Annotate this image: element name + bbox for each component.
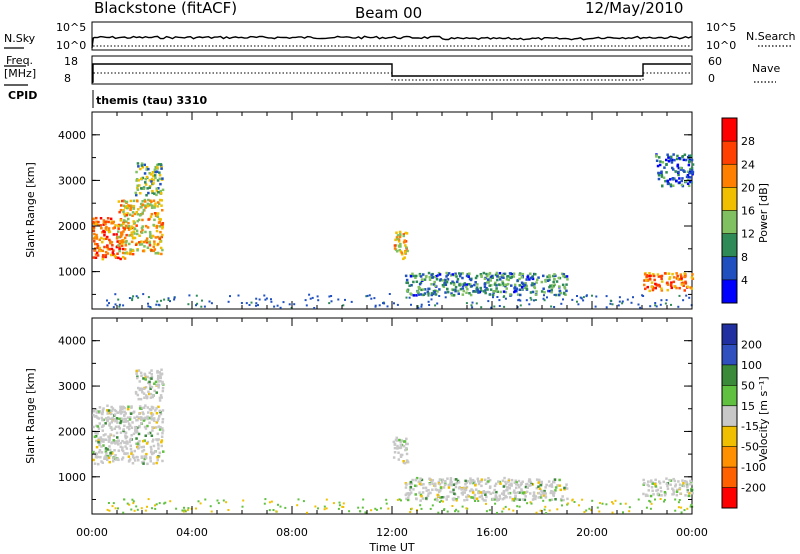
power-panel: 4000 3000 2000 1000 Slant Range [km] 28 24 20… — [24, 111, 770, 310]
cpid-row: CPID themis (tau) 3310 — [4, 84, 208, 108]
freq-left-tick-bottom: 8 — [64, 72, 71, 85]
freq-label-line2: [MHz] — [4, 67, 36, 80]
cpid-program: themis (tau) 3310 — [96, 94, 208, 107]
power-ylabel: Slant Range [km] — [24, 162, 37, 258]
velocity-swatch-7 — [722, 467, 737, 488]
noise-left-tick-top: 10^5 — [56, 21, 86, 34]
velocity-heatmap — [92, 368, 694, 514]
velocity-ytick-1: 3000 — [58, 380, 86, 393]
power-swatch-3 — [722, 187, 737, 211]
velocity-swatch-0 — [722, 324, 737, 345]
velocity-tick-0: 200 — [741, 338, 762, 351]
velocity-ytick-3: 1000 — [58, 471, 86, 484]
velocity-y-axis: 4000 3000 2000 1000 — [58, 335, 692, 500]
xtick-3: 12:00 — [376, 526, 408, 539]
power-region-1 — [117, 198, 165, 256]
x-axis-label: Time UT — [368, 541, 414, 554]
power-ytick-1: 3000 — [58, 174, 86, 187]
power-region-5 — [643, 272, 695, 293]
power-tick-2: 20 — [741, 181, 755, 194]
power-ytick-2: 2000 — [58, 220, 86, 233]
power-tick-3: 16 — [741, 205, 755, 218]
velocity-tick-3: 15 — [741, 400, 755, 413]
date-title: 12/May/2010 — [585, 0, 683, 17]
velocity-swatch-8 — [722, 487, 737, 509]
velocity-colorbar: 200 100 50 15 -15 -50 -100 -200 — [721, 323, 766, 509]
xtick-1: 04:00 — [176, 526, 208, 539]
noise-sky-label: N.Sky — [4, 32, 36, 45]
beam-title: Beam 00 — [355, 4, 422, 22]
velocity-swatch-2 — [722, 364, 737, 386]
velocity-region-2 — [392, 436, 410, 465]
velocity-ytick-0: 4000 — [58, 335, 86, 348]
frequency-panel: Freq. [MHz] 18 8 60 0 Nave — [4, 54, 780, 85]
power-swatch-5 — [722, 233, 737, 258]
noise-sky-trace — [91, 35, 692, 49]
velocity-swatch-6 — [722, 446, 737, 468]
power-swatch-6 — [722, 256, 737, 281]
velocity-ground-scatter — [106, 498, 694, 514]
velocity-tick-4: -15 — [741, 420, 759, 433]
velocity-tick-5: -50 — [741, 441, 759, 454]
power-y-axis: 4000 3000 2000 1000 — [58, 129, 692, 295]
freq-right-tick-top: 60 — [708, 55, 722, 68]
nave-trace — [92, 72, 691, 83]
power-ytick-0: 4000 — [58, 129, 86, 142]
velocity-swatch-4 — [722, 405, 737, 427]
power-heatmap — [92, 153, 695, 309]
freq-left-tick-top: 18 — [64, 55, 78, 68]
power-region-4 — [404, 271, 569, 297]
power-swatch-2 — [722, 164, 737, 188]
noise-panel: N.Sky 10^5 10^0 10^5 10^0 N.Search — [4, 21, 796, 52]
power-ground-scatter — [106, 293, 693, 309]
velocity-panel: 4000 3000 2000 1000 Slant Range [km] 200 100… — [24, 317, 770, 515]
power-colorbar-label: Power [dB] — [757, 183, 770, 243]
power-tick-0: 28 — [741, 135, 755, 148]
velocity-region-1 — [134, 368, 165, 402]
velocity-tick-2: 50 — [741, 379, 755, 392]
power-swatch-0 — [722, 118, 737, 142]
freq-label-line1: Freq. — [6, 54, 33, 67]
xtick-6: 00:00 — [676, 526, 708, 539]
noise-right-tick-top: 10^5 — [706, 21, 736, 34]
power-tick-6: 4 — [741, 274, 748, 287]
power-swatch-7 — [722, 279, 737, 304]
freq-right-tick-bottom: 0 — [708, 72, 715, 85]
cpid-label: CPID — [8, 89, 37, 102]
noise-search-label: N.Search — [746, 30, 796, 43]
velocity-swatch-1 — [722, 344, 737, 366]
xtick-0: 00:00 — [76, 526, 108, 539]
power-region-3 — [393, 230, 409, 261]
xtick-2: 08:00 — [276, 526, 308, 539]
velocity-ylabel: Slant Range [km] — [24, 368, 37, 464]
velocity-tick-1: 100 — [741, 359, 762, 372]
station-title: Blackstone (fitACF) — [94, 0, 237, 17]
power-tick-4: 12 — [741, 228, 755, 241]
noise-right-tick-bottom: 10^0 — [706, 39, 736, 52]
velocity-colorbar-label: Velocity [m s⁻¹] — [757, 376, 770, 461]
power-tick-5: 8 — [741, 251, 748, 264]
nave-label: Nave — [752, 62, 780, 75]
velocity-region-3 — [404, 476, 569, 502]
velocity-swatch-3 — [722, 385, 737, 407]
power-region-2 — [134, 162, 165, 197]
velocity-region-0 — [92, 404, 165, 466]
velocity-swatch-5 — [722, 426, 737, 448]
power-swatch-4 — [722, 210, 737, 235]
velocity-region-4 — [642, 477, 694, 498]
xtick-4: 16:00 — [476, 526, 508, 539]
power-colorbar: 28 24 20 16 12 8 4 — [721, 117, 755, 304]
velocity-tick-6: -100 — [741, 461, 766, 474]
time-x-axis: 00:00 04:00 08:00 12:00 16:00 20:00 00:00 — [76, 112, 708, 539]
xtick-5: 20:00 — [576, 526, 608, 539]
velocity-ytick-2: 2000 — [58, 425, 86, 438]
power-tick-1: 24 — [741, 158, 755, 171]
power-ytick-3: 1000 — [58, 266, 86, 279]
velocity-tick-7: -200 — [741, 482, 766, 495]
noise-left-tick-bottom: 10^0 — [56, 39, 86, 52]
power-swatch-1 — [722, 141, 737, 165]
